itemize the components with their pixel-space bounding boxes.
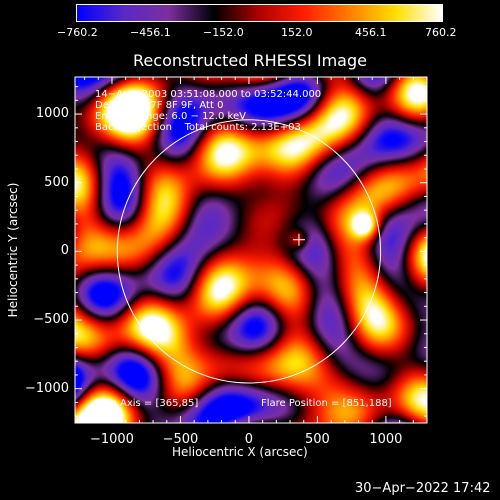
x-tick-label: 0 [244, 432, 254, 447]
flare-position-label: Flare Position = [851,188] [261, 398, 392, 409]
x-tick-label: 500 [305, 432, 330, 447]
info-line-time: 14−Apr−2003 03:51:08.000 to 03:52:44.000 [95, 89, 322, 100]
axes-frame [74, 76, 428, 424]
y-tick-label: 0 [60, 243, 69, 259]
spin-axis-label: Spin Axis = [365,85] [95, 398, 199, 409]
solar-limb-circle [116, 119, 382, 384]
info-line-energy: Energy Range: 6.0 − 12.0 keV [95, 111, 246, 122]
y-tick-label: 500 [44, 174, 69, 190]
y-tick-label: −500 [33, 312, 69, 328]
colorbar-tick: 152.0 [281, 26, 313, 39]
colorbar-border [76, 4, 443, 22]
colorbar-tick: −760.2 [57, 26, 98, 39]
y-tick-label: −1000 [25, 380, 69, 396]
tick-marks [75, 77, 427, 423]
heatmap-image [75, 77, 427, 423]
info-line-detectors: Detectors: 7F 8F 9F, Att 0 [95, 100, 224, 111]
chart-title: Reconstructed RHESSI Image [133, 51, 367, 70]
y-tick-label: 1000 [35, 106, 69, 122]
x-axis-label: Heliocentric X (arcsec) [172, 445, 308, 459]
colorbar-tick: 456.1 [355, 26, 387, 39]
x-tick-label: −1000 [89, 432, 134, 447]
y-axis-label: Heliocentric Y (arcsec) [6, 182, 20, 318]
footer-timestamp: 30−Apr−2022 17:42 [355, 481, 491, 496]
colorbar [77, 5, 442, 21]
colorbar-tick: 760.2 [425, 26, 457, 39]
x-tick-label: −500 [162, 432, 199, 447]
info-line-method: Back Projection Total counts: 2.13E+03 [95, 122, 301, 133]
colorbar-tick: −152.0 [203, 26, 244, 39]
colorbar-tick: −456.1 [130, 26, 171, 39]
flare-marker [292, 233, 305, 246]
x-tick-label: 1000 [369, 432, 403, 447]
